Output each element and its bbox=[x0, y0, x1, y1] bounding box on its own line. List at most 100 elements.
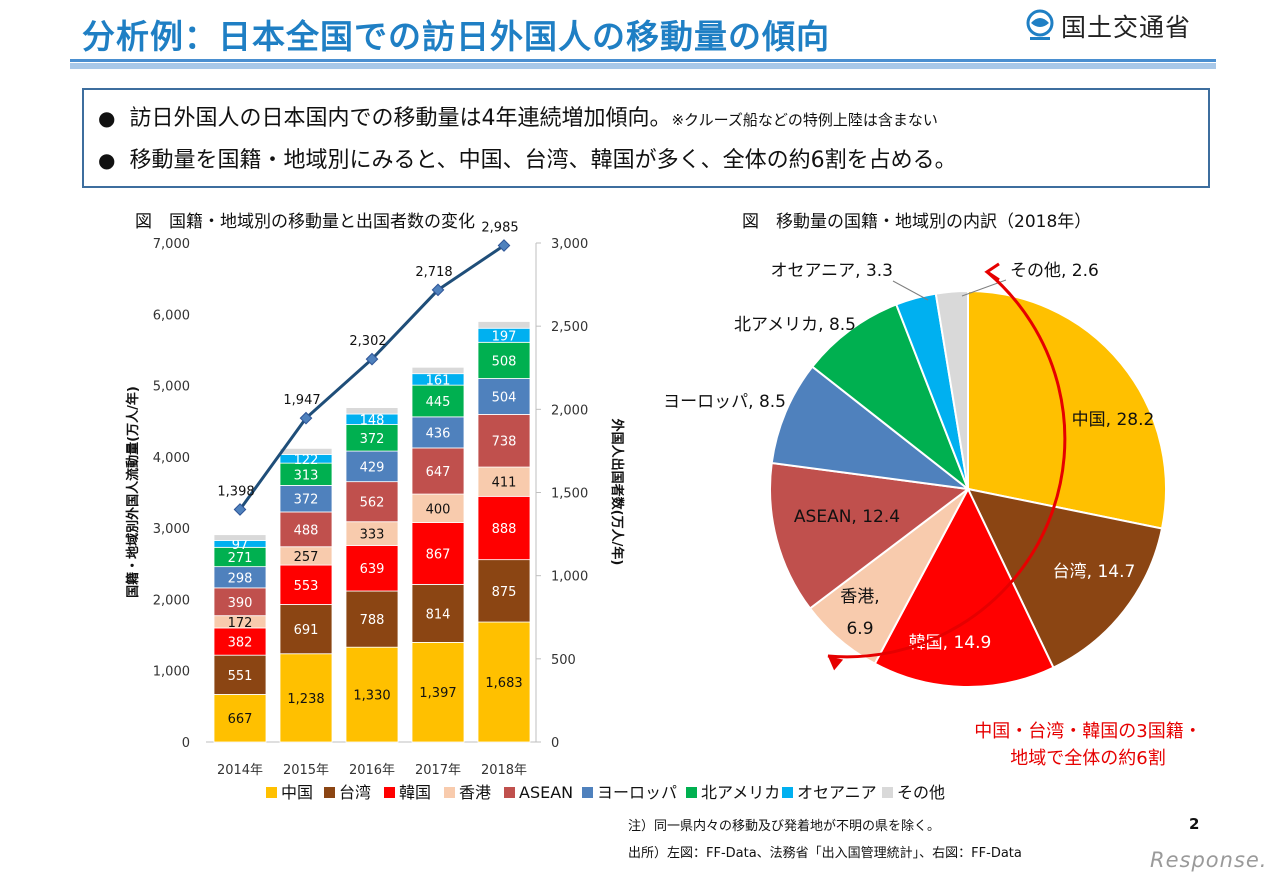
watermark: Response. bbox=[1150, 848, 1268, 872]
share-arc bbox=[827, 270, 1067, 659]
pie-label-value: 6.9 bbox=[846, 619, 873, 639]
bar-segment-北アメリカ bbox=[411, 384, 465, 418]
bar-segment-中国 bbox=[279, 653, 333, 743]
bar-value-label: 639 bbox=[360, 562, 385, 577]
y-tick-label: 5,000 bbox=[153, 380, 190, 395]
legend-swatch bbox=[266, 787, 277, 798]
pie-chart-title: 図 移動量の国籍・地域別の内訳（2018年） bbox=[742, 212, 1092, 232]
bar-value-label: 667 bbox=[228, 712, 253, 727]
bar-value-label: 436 bbox=[426, 426, 451, 441]
y-tick-label: 7,000 bbox=[153, 237, 190, 252]
bar-value-label: 382 bbox=[228, 636, 253, 651]
y2-tick-label: 2,500 bbox=[551, 320, 588, 335]
departures-value-label: 2,985 bbox=[481, 220, 518, 235]
bar-segment-韓国 bbox=[345, 545, 399, 592]
legend-swatch bbox=[384, 787, 395, 798]
summary-bullet-1: ● 訪日外国人の日本国内での移動量は4年連続増加傾向。※クルーズ船などの特例上陸は… bbox=[98, 100, 938, 132]
bar-value-label: 197 bbox=[492, 329, 517, 344]
bar-value-label: 271 bbox=[228, 551, 253, 566]
bar-value-label: 551 bbox=[228, 669, 253, 684]
legend-swatch bbox=[444, 787, 455, 798]
bar-value-label: 867 bbox=[426, 547, 451, 562]
bar-value-label: 372 bbox=[360, 432, 385, 447]
oceania-leader-line bbox=[892, 280, 929, 301]
departures-value-label: 1,947 bbox=[283, 393, 320, 408]
share-arc-arrowhead-end bbox=[827, 655, 844, 671]
pie-slice-北アメリカ bbox=[810, 303, 971, 493]
bar-value-label: 313 bbox=[294, 468, 319, 483]
bar-value-label: 257 bbox=[294, 550, 319, 565]
departures-value-label: 2,302 bbox=[349, 334, 386, 349]
bar-value-label: 390 bbox=[228, 596, 253, 611]
bar-segment-ASEAN bbox=[411, 447, 465, 495]
legend-label: オセアニア bbox=[797, 783, 877, 802]
bar-value-label: 788 bbox=[360, 613, 385, 628]
pie-slice-ASEAN bbox=[769, 461, 971, 610]
legend-swatch bbox=[882, 787, 893, 798]
bar-value-label: 97 bbox=[232, 538, 249, 553]
bar-value-label: 647 bbox=[426, 465, 451, 480]
pie-label: ヨーロッパ, 8.5 bbox=[663, 392, 786, 412]
bar-value-label: 553 bbox=[294, 579, 319, 594]
y-tick-label: 1,000 bbox=[153, 665, 190, 680]
bar-value-label: 1,330 bbox=[353, 689, 390, 704]
pie-label: ASEAN, 12.4 bbox=[794, 507, 900, 527]
bar-segment-ヨーロッパ bbox=[411, 416, 465, 449]
legend-swatch bbox=[504, 787, 515, 798]
bar-value-label: 504 bbox=[492, 390, 517, 405]
bar-value-label: 888 bbox=[492, 522, 517, 537]
bar-value-label: 445 bbox=[426, 395, 451, 410]
bar-value-label: 161 bbox=[426, 373, 451, 388]
share-arc-arrowhead-start bbox=[984, 262, 1000, 282]
page-title: 分析例：日本全国での訪日外国人の移動量の傾向 bbox=[82, 17, 830, 56]
y2-tick-label: 1,500 bbox=[551, 487, 588, 502]
pie-label: 韓国, 14.9 bbox=[909, 633, 992, 653]
ministry-name: 国土交通省 bbox=[1061, 13, 1192, 42]
bar-segment-ASEAN bbox=[279, 511, 333, 548]
bar-segment-香港 bbox=[477, 466, 531, 497]
bar-segment-韓国 bbox=[279, 564, 333, 605]
bar-value-label: 122 bbox=[294, 453, 319, 468]
summary-bullet-2: ● 移動量を国籍・地域別にみると、中国、台湾、韓国が多く、全体の約6割を占める。 bbox=[98, 142, 957, 174]
pie-slice-ヨーロッパ bbox=[770, 365, 972, 491]
bar-segment-その他 bbox=[411, 366, 465, 375]
y2-axis-title: 外国人出国者数(万人/年) bbox=[609, 418, 625, 566]
summary-note-1: ※クルーズ船などの特例上陸は含まない bbox=[671, 111, 938, 129]
bar-value-label: 814 bbox=[426, 607, 451, 622]
bar-segment-その他 bbox=[345, 407, 399, 415]
bar-value-label: 400 bbox=[426, 502, 451, 517]
y2-tick-label: 1,000 bbox=[551, 570, 588, 585]
legend-swatch bbox=[582, 787, 593, 798]
bar-value-label: 1,683 bbox=[485, 676, 522, 691]
footnote-source: 出所）左図：FF-Data、法務省「出入国管理統計」、右図：FF-Data bbox=[628, 846, 1022, 861]
bar-chart: 0 1,000 2,000 3,000 4,000 5,000 6,000 7,000 0 500… bbox=[125, 220, 945, 802]
y-tick-label: 2,000 bbox=[153, 593, 190, 608]
bar-segment-北アメリカ bbox=[345, 424, 399, 452]
bullet-dot-icon: ● bbox=[98, 106, 116, 130]
bar-value-label: 508 bbox=[492, 354, 517, 369]
bar-segment-中国 bbox=[345, 646, 399, 743]
departures-value-label: 2,718 bbox=[415, 265, 452, 280]
share-annotation-line2: 地域で全体の約6割 bbox=[1010, 748, 1165, 769]
mlit-emblem-icon bbox=[1026, 9, 1054, 40]
x-tick-label: 2014年 bbox=[217, 763, 263, 778]
bar-value-label: 691 bbox=[294, 623, 319, 638]
pie-label: 香港, bbox=[840, 587, 879, 607]
y-tick-label: 4,000 bbox=[153, 451, 190, 466]
bar-segment-その他 bbox=[213, 534, 267, 541]
legend-label: 韓国 bbox=[399, 783, 431, 802]
pie-label: 中国, 28.2 bbox=[1072, 410, 1155, 430]
legend-label: 中国 bbox=[281, 783, 313, 802]
bar-segment-北アメリカ bbox=[477, 341, 531, 379]
bar-value-label: 562 bbox=[360, 496, 385, 511]
departures-marker bbox=[497, 239, 511, 252]
bar-segment-ASEAN bbox=[345, 481, 399, 523]
bar-segment-ヨーロッパ bbox=[345, 450, 399, 483]
bar-segment-中国 bbox=[411, 642, 465, 743]
page-number: 2 bbox=[1189, 815, 1200, 833]
pie-slice-台湾 bbox=[966, 487, 1164, 669]
y-axis-title: 国籍・地域別外国人流動量(万人/年) bbox=[125, 386, 141, 598]
legend-label: ASEAN bbox=[519, 783, 573, 802]
bar-chart-title: 図 国籍・地域別の移動量と出国者数の変化 bbox=[135, 212, 475, 232]
bar-segment-台湾 bbox=[345, 590, 399, 648]
